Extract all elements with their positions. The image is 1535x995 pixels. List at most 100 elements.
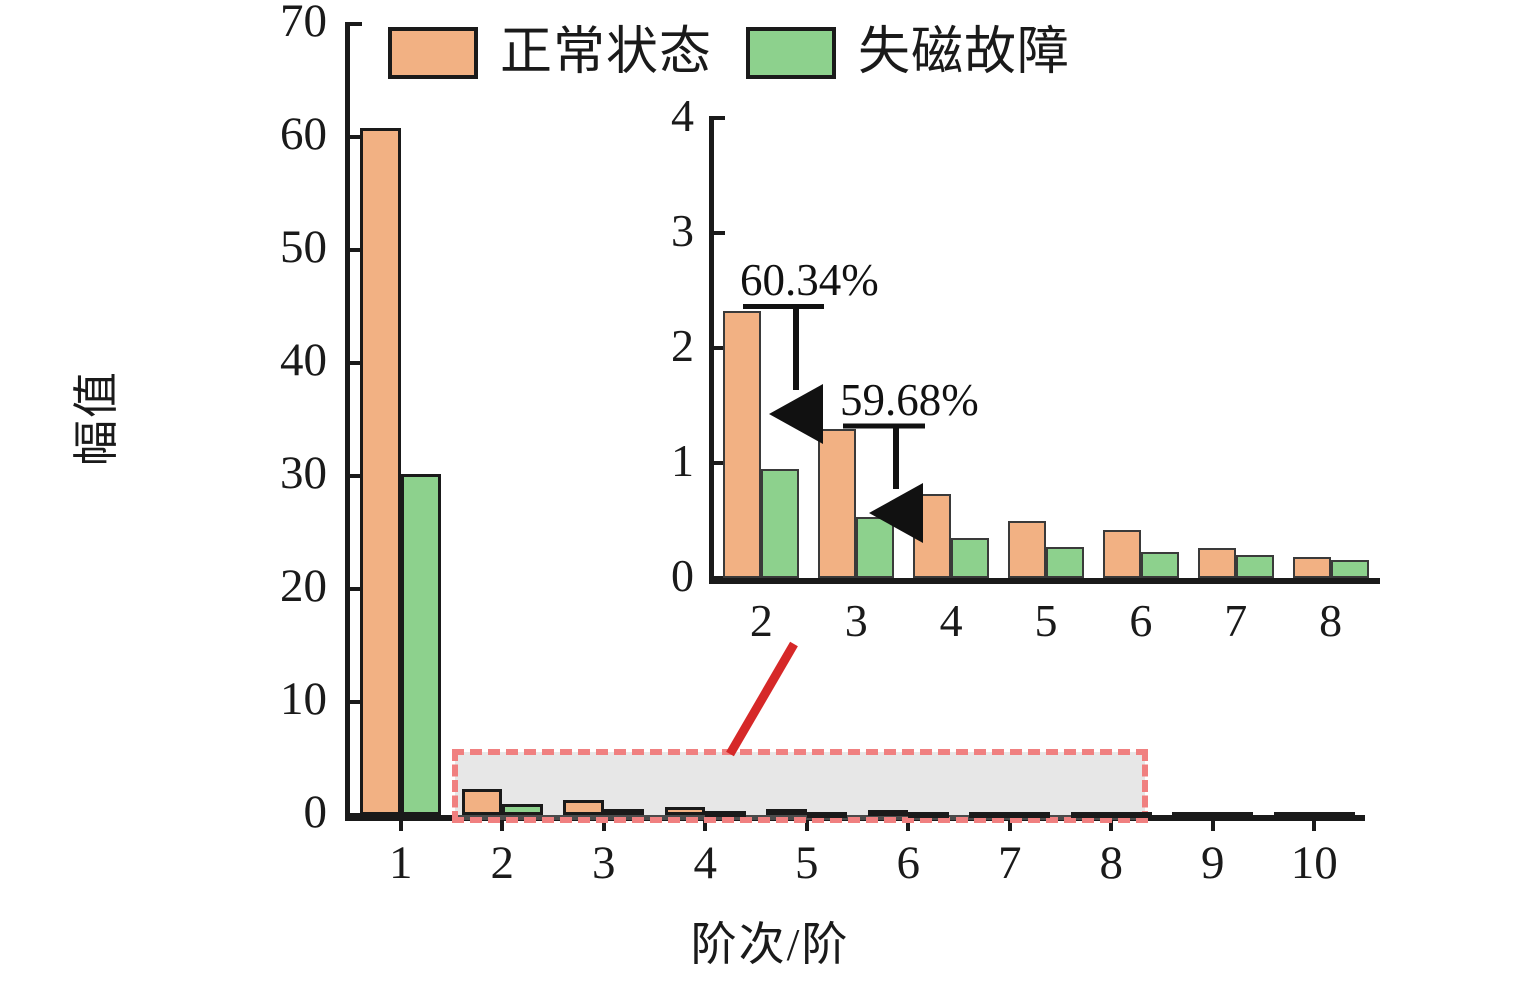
inset-bar-normal-order-5 (1008, 520, 1046, 578)
inset-bar-chart: 0 1 2 3 4 2 3 4 5 6 7 8 60.34% 59.68% (660, 93, 1380, 646)
y-axis-title: 幅值 (71, 370, 122, 466)
inset-x-tick-label-7: 7 (1224, 595, 1248, 646)
y-tick-label-40: 40 (280, 334, 327, 386)
inset-bar-normal-order-2 (723, 311, 762, 578)
bar-normal-order-3 (563, 800, 604, 815)
x-tick-label-4: 4 (693, 837, 718, 889)
inset-bar-fault-order-8 (1330, 559, 1369, 578)
x-tick-3 (601, 815, 606, 831)
y-tick-60 (345, 135, 362, 139)
inset-y-tick-label-3: 3 (671, 205, 694, 256)
y-tick-40 (345, 361, 362, 365)
x-tick-5 (804, 815, 809, 831)
bar-normal-order-6 (867, 810, 909, 817)
bar-normal-order-1 (360, 127, 401, 815)
bar-fault-order-6 (908, 812, 949, 818)
inset-bar-fault-order-2 (761, 468, 800, 578)
annotation-arrow-1 (743, 304, 824, 444)
inset-annotation-arrows (743, 304, 925, 543)
inset-bar-fault-order-5 (1046, 546, 1084, 578)
x-tick-9 (1210, 815, 1215, 831)
y-tick-70 (345, 22, 362, 26)
legend-item-normal: 正常状态 (388, 27, 712, 79)
x-tick-label-8: 8 (1099, 837, 1124, 889)
bar-fault-order-7 (1009, 812, 1051, 818)
bar-fault-order-1 (400, 473, 442, 815)
bar-fault-order-9 (1212, 812, 1254, 818)
inset-y-tick-label-1: 1 (671, 435, 694, 486)
y-tick-label-50: 50 (280, 221, 327, 273)
inset-bar-normal-order-7 (1197, 548, 1236, 578)
bar-fault-order-4 (705, 811, 746, 818)
inset-bar-normal-order-3 (818, 428, 857, 578)
x-tick-label-7: 7 (998, 837, 1022, 889)
bar-normal-order-7 (969, 812, 1010, 818)
legend-label-fault: 失磁故障 (858, 24, 1071, 81)
y-tick-50 (345, 248, 362, 252)
x-tick-label-1: 1 (389, 837, 413, 889)
legend-label-normal: 正常状态 (500, 24, 713, 81)
inset-x-tick-label-3: 3 (844, 595, 868, 646)
bar-fault-order-10 (1314, 812, 1355, 818)
inset-y-tick-4 (709, 116, 725, 120)
x-tick-1 (398, 815, 403, 831)
bar-normal-order-9 (1172, 812, 1213, 818)
inset-x-tick-label-5: 5 (1034, 595, 1058, 646)
x-tick-label-9: 9 (1201, 837, 1225, 889)
x-tick-label-10: 10 (1290, 837, 1338, 889)
inset-y-tick-label-4: 4 (671, 90, 694, 141)
bar-normal-order-4 (664, 806, 706, 815)
y-tick-label-70: 70 (280, 0, 327, 47)
x-tick-label-5: 5 (795, 837, 819, 889)
inset-bar-fault-order-4 (951, 537, 990, 578)
inset-bar-normal-order-8 (1292, 557, 1331, 578)
inset-bar-fault-order-7 (1235, 555, 1274, 578)
callout-connector-line (726, 641, 798, 757)
annotation-label-first: 60.34% (740, 255, 879, 305)
inset-bar-normal-order-6 (1102, 529, 1141, 578)
y-tick-label-20: 20 (280, 560, 327, 612)
annotation-arrow-2 (843, 423, 925, 543)
bar-normal-order-2 (461, 788, 503, 815)
y-axis-line (345, 24, 350, 820)
annotation-label-second: 59.68% (840, 375, 979, 425)
legend: 正常状态 失磁故障 (388, 27, 1070, 79)
y-tick-20 (345, 587, 362, 591)
inset-x-axis-line (709, 578, 1380, 584)
bar-normal-order-5 (766, 809, 807, 816)
legend-item-fault: 失磁故障 (746, 27, 1070, 79)
bar-fault-order-2 (502, 804, 543, 815)
x-tick-label-2: 2 (490, 837, 515, 889)
x-tick-4 (703, 815, 708, 831)
bar-fault-order-3 (603, 809, 645, 815)
inset-x-tick-label-4: 4 (939, 595, 963, 646)
inset-y-tick-2 (709, 346, 725, 350)
y-tick-label-10: 10 (280, 673, 327, 725)
x-tick-8 (1109, 815, 1114, 831)
x-tick-6 (906, 815, 911, 831)
inset-bar-fault-order-6 (1140, 551, 1179, 578)
y-tick-label-0: 0 (303, 786, 328, 838)
inset-y-tick-label-2: 2 (671, 320, 694, 371)
inset-x-tick-label-8: 8 (1319, 595, 1343, 646)
x-tick-2 (500, 815, 505, 831)
inset-y-tick-1 (709, 461, 725, 465)
inset-x-tick-label-2: 2 (749, 595, 773, 646)
inset-y-tick-3 (709, 231, 725, 235)
y-tick-label-30: 30 (280, 447, 327, 499)
y-tick-label-60: 60 (280, 108, 327, 160)
x-tick-label-3: 3 (592, 837, 616, 889)
bar-fault-order-5 (806, 811, 848, 818)
bar-normal-order-8 (1070, 812, 1112, 818)
legend-swatch-fault (746, 27, 837, 79)
x-tick-7 (1007, 815, 1012, 831)
y-tick-0 (345, 813, 362, 817)
y-tick-30 (345, 474, 362, 478)
highlight-region-dashed-border (452, 749, 1148, 823)
inset-x-tick-label-6: 6 (1129, 595, 1153, 646)
y-tick-10 (345, 700, 362, 704)
x-tick-10 (1312, 815, 1317, 831)
inset-y-tick-0 (709, 576, 725, 580)
legend-swatch-normal (388, 27, 478, 79)
